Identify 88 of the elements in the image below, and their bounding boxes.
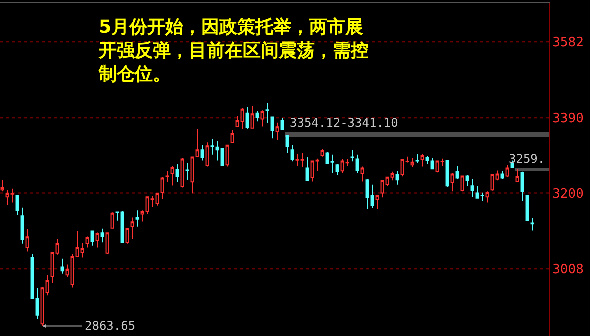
candlestick	[476, 186, 480, 199]
candlestick	[406, 156, 410, 164]
candlestick	[486, 191, 490, 204]
candlestick	[370, 184, 374, 209]
candlestick	[330, 154, 334, 174]
candlestick	[480, 192, 484, 202]
candlestick	[80, 242, 84, 258]
candlestick	[240, 108, 244, 130]
candlestick	[306, 156, 310, 182]
ref-line-label: 3259.	[509, 152, 546, 166]
candlestick	[430, 158, 434, 170]
candlestick	[60, 258, 64, 274]
candlestick	[470, 178, 474, 198]
y-tick-label: 3582	[552, 36, 584, 51]
candlestick	[90, 230, 94, 246]
candlestick	[256, 110, 260, 122]
candlestick	[376, 196, 380, 210]
candlestick	[466, 174, 470, 188]
candlestick	[210, 138, 214, 156]
candlestick	[56, 238, 60, 256]
candlestick	[416, 154, 420, 164]
candlestick	[200, 144, 204, 162]
candlestick	[300, 152, 304, 168]
y-tick-label: 3200	[552, 186, 584, 202]
candlestick	[196, 128, 200, 158]
candlestick	[10, 188, 14, 204]
candlestick	[286, 134, 290, 154]
candlestick	[260, 110, 264, 128]
candlestick	[516, 169, 520, 184]
candlestick	[316, 158, 320, 172]
candlestick	[246, 106, 250, 130]
candlestick	[360, 166, 364, 182]
candlestick	[350, 150, 354, 162]
candlestick	[50, 252, 54, 284]
candlestick	[496, 170, 500, 182]
candlestick	[390, 171, 394, 182]
candlestick	[130, 217, 134, 240]
candlestick	[96, 232, 100, 248]
candlestick	[410, 158, 414, 168]
candlestick	[450, 172, 454, 192]
candlestick	[440, 158, 444, 166]
candlestick	[520, 171, 524, 202]
candlestick	[86, 236, 90, 248]
candlestick	[20, 207, 24, 244]
candlestick	[500, 170, 504, 180]
candlestick	[150, 196, 154, 208]
candlestick	[296, 154, 300, 166]
candlestick	[26, 228, 30, 252]
candlestick	[136, 210, 140, 228]
candlestick	[530, 218, 534, 232]
candlestick	[380, 180, 384, 198]
candlestick	[420, 154, 424, 168]
band-label: 3354.12-3341.10	[290, 116, 398, 130]
candlestick	[140, 210, 144, 222]
candlestick	[190, 156, 194, 194]
candlestick	[346, 158, 350, 166]
candlestick	[266, 102, 270, 124]
candlestick	[270, 116, 274, 140]
candlestick	[290, 144, 294, 162]
candlestick	[310, 160, 314, 182]
candlestick	[216, 140, 220, 162]
candlestick	[236, 116, 240, 128]
candlestick	[100, 228, 104, 244]
candlestick	[340, 158, 344, 174]
candlestick	[66, 264, 70, 278]
y-tick-label: 3008	[552, 262, 584, 278]
candlestick	[250, 106, 254, 129]
candlestick	[230, 129, 234, 144]
candlestick	[166, 170, 170, 184]
candlestick	[176, 163, 180, 184]
candlestick	[170, 165, 174, 186]
candlestick	[456, 165, 460, 180]
candlestick	[186, 162, 190, 181]
candlestick	[36, 288, 40, 320]
candlestick	[6, 190, 10, 206]
candlestick	[366, 178, 370, 210]
text: 5月份开始，因政策托举，两市展开强反弹，目前在区间震荡，需控制仓位。	[98, 17, 369, 85]
candlestick	[426, 156, 430, 164]
candlestick	[76, 230, 80, 258]
candlestick	[356, 154, 360, 174]
candlestick	[276, 122, 280, 141]
candlestick	[396, 170, 400, 186]
candlestick	[46, 274, 50, 296]
candlestick	[336, 163, 340, 176]
candlestick	[160, 176, 164, 200]
annotation: 2863.65	[85, 319, 136, 333]
candlestick	[116, 212, 120, 222]
y-tick-label: 3390	[552, 112, 584, 127]
